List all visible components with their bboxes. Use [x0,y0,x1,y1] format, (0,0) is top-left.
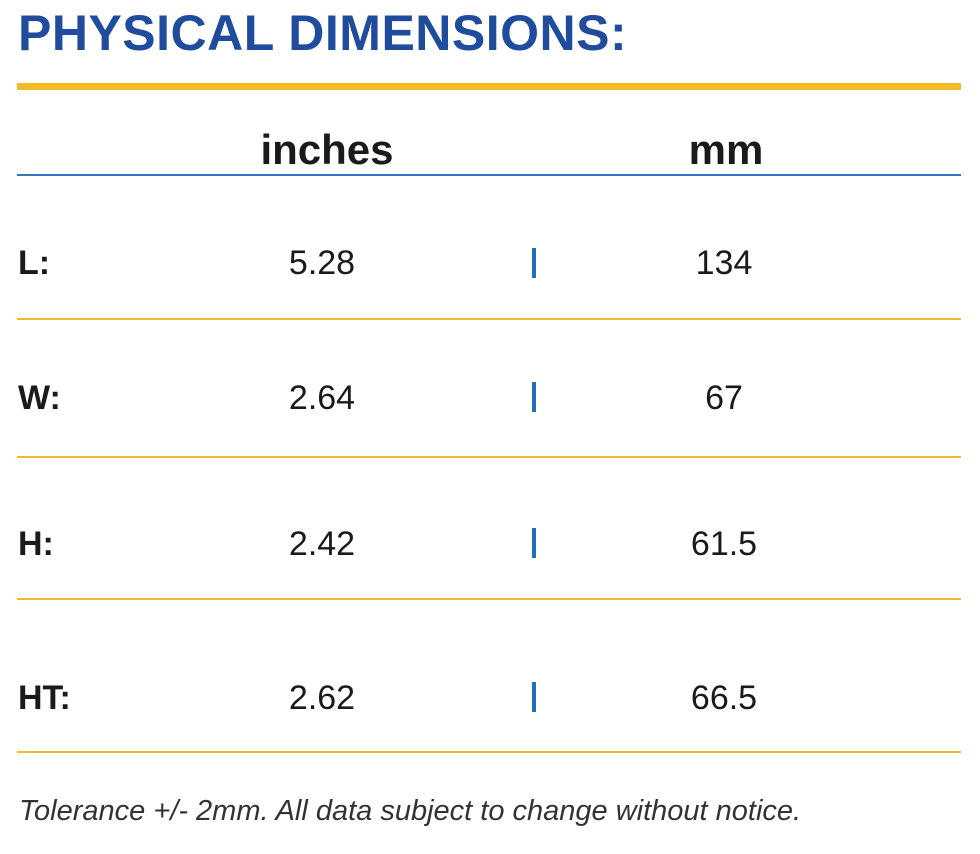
row-label-length: L: [18,244,51,282]
title-underline [17,83,961,90]
column-separator [532,248,536,278]
tolerance-footnote: Tolerance +/- 2mm. All data subject to c… [19,795,802,827]
column-separator [532,682,536,712]
row-divider [17,751,961,753]
page-title: PHYSICAL DIMENSIONS: [18,5,628,61]
row-value-width-inches: 2.64 [288,379,356,417]
row-value-width-mm: 67 [705,379,743,417]
row-label-width: W: [18,379,61,417]
row-divider [17,598,961,600]
row-label-total-height: HT: [18,679,71,717]
row-value-total-height-mm: 66.5 [690,679,758,717]
row-value-total-height-inches: 2.62 [288,679,356,717]
column-header-inches: inches [260,126,394,173]
row-value-length-inches: 5.28 [288,244,356,282]
column-header-mm: mm [688,126,764,173]
column-separator [532,528,536,558]
row-label-height: H: [18,525,54,563]
header-divider [17,174,961,176]
row-divider [17,456,961,458]
row-divider [17,318,961,320]
row-value-height-inches: 2.42 [288,525,356,563]
row-value-length-mm: 134 [695,244,753,282]
row-value-height-mm: 61.5 [690,525,758,563]
column-separator [532,382,536,412]
